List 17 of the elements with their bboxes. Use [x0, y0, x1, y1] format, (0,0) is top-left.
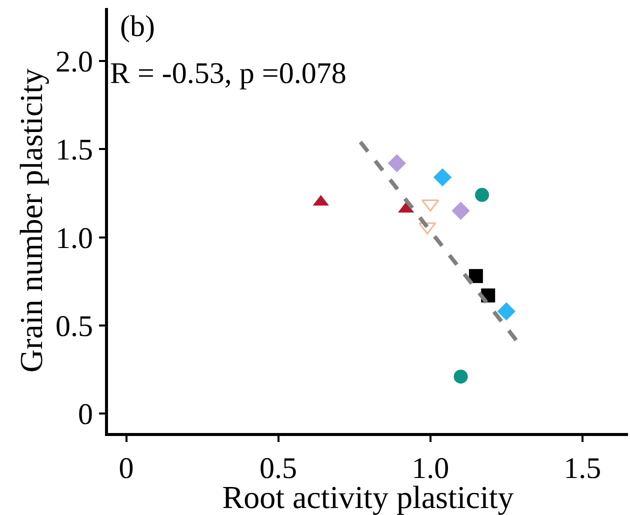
point [433, 168, 452, 186]
y-tick-label: 2.0 [56, 45, 93, 78]
chart-title: (b) [120, 10, 155, 43]
point [454, 370, 468, 384]
y-tick-label: 0.5 [56, 310, 93, 343]
y-tick-label: 1.5 [56, 134, 93, 167]
y-tick-label: 1.0 [56, 222, 93, 255]
y-axis-title: Grain number plasticity [12, 68, 49, 372]
x-tick-label: 0 [118, 452, 134, 485]
point [475, 188, 490, 202]
x-tick-label: 1.5 [564, 452, 602, 485]
point [452, 202, 470, 220]
point [468, 269, 483, 284]
annotation: R = -0.53, p =0.078 [110, 57, 346, 90]
point [497, 302, 516, 320]
y-tick-label: 0 [78, 398, 93, 432]
point [388, 154, 406, 172]
